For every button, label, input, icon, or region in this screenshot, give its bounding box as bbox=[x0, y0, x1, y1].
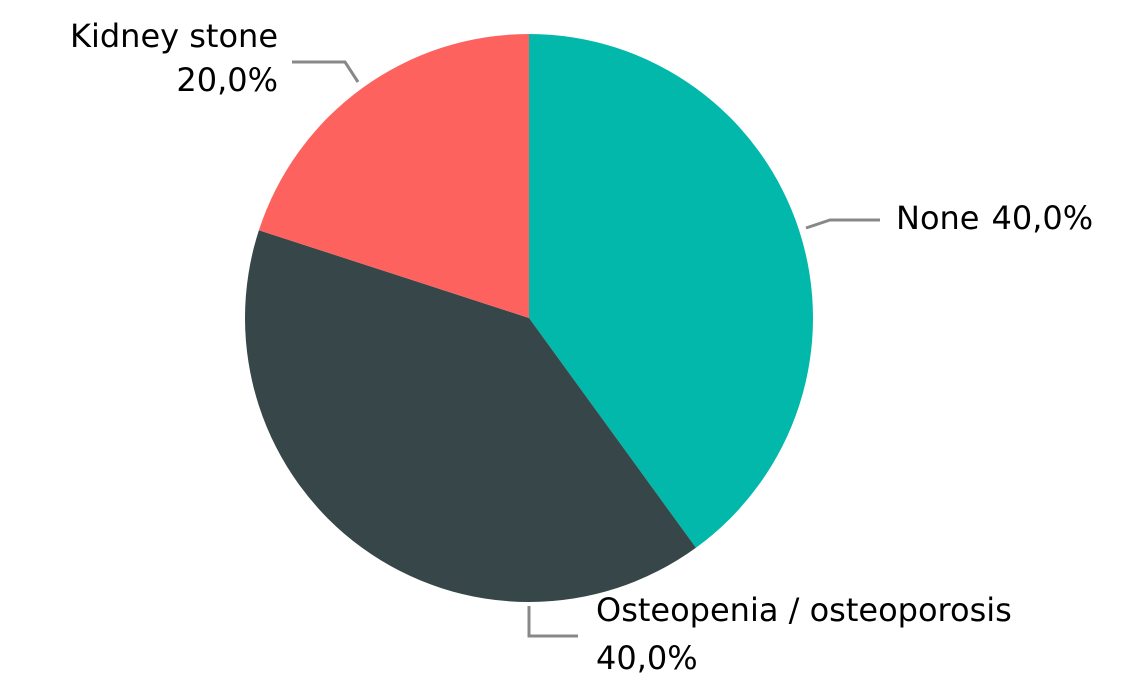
pie-slice bbox=[529, 34, 813, 548]
data-label: Osteopenia / osteoporosis 40,0% bbox=[596, 591, 1012, 677]
category-label: None bbox=[896, 199, 979, 237]
leader-line bbox=[292, 60, 360, 83]
data-label: Kidney stone 20,0% bbox=[70, 17, 278, 99]
pie-slice bbox=[245, 230, 696, 603]
category-label: Osteopenia / osteoporosis bbox=[596, 591, 1012, 629]
value-label: 40,0% bbox=[991, 199, 1093, 237]
value-label: 20,0% bbox=[176, 61, 278, 99]
value-label: 40,0% bbox=[596, 639, 698, 677]
pie-slice bbox=[258, 34, 529, 318]
data-label: None 40,0% bbox=[896, 199, 1093, 237]
leader-line bbox=[805, 218, 880, 230]
category-label: Kidney stone bbox=[70, 17, 278, 55]
leader-line bbox=[527, 606, 578, 638]
